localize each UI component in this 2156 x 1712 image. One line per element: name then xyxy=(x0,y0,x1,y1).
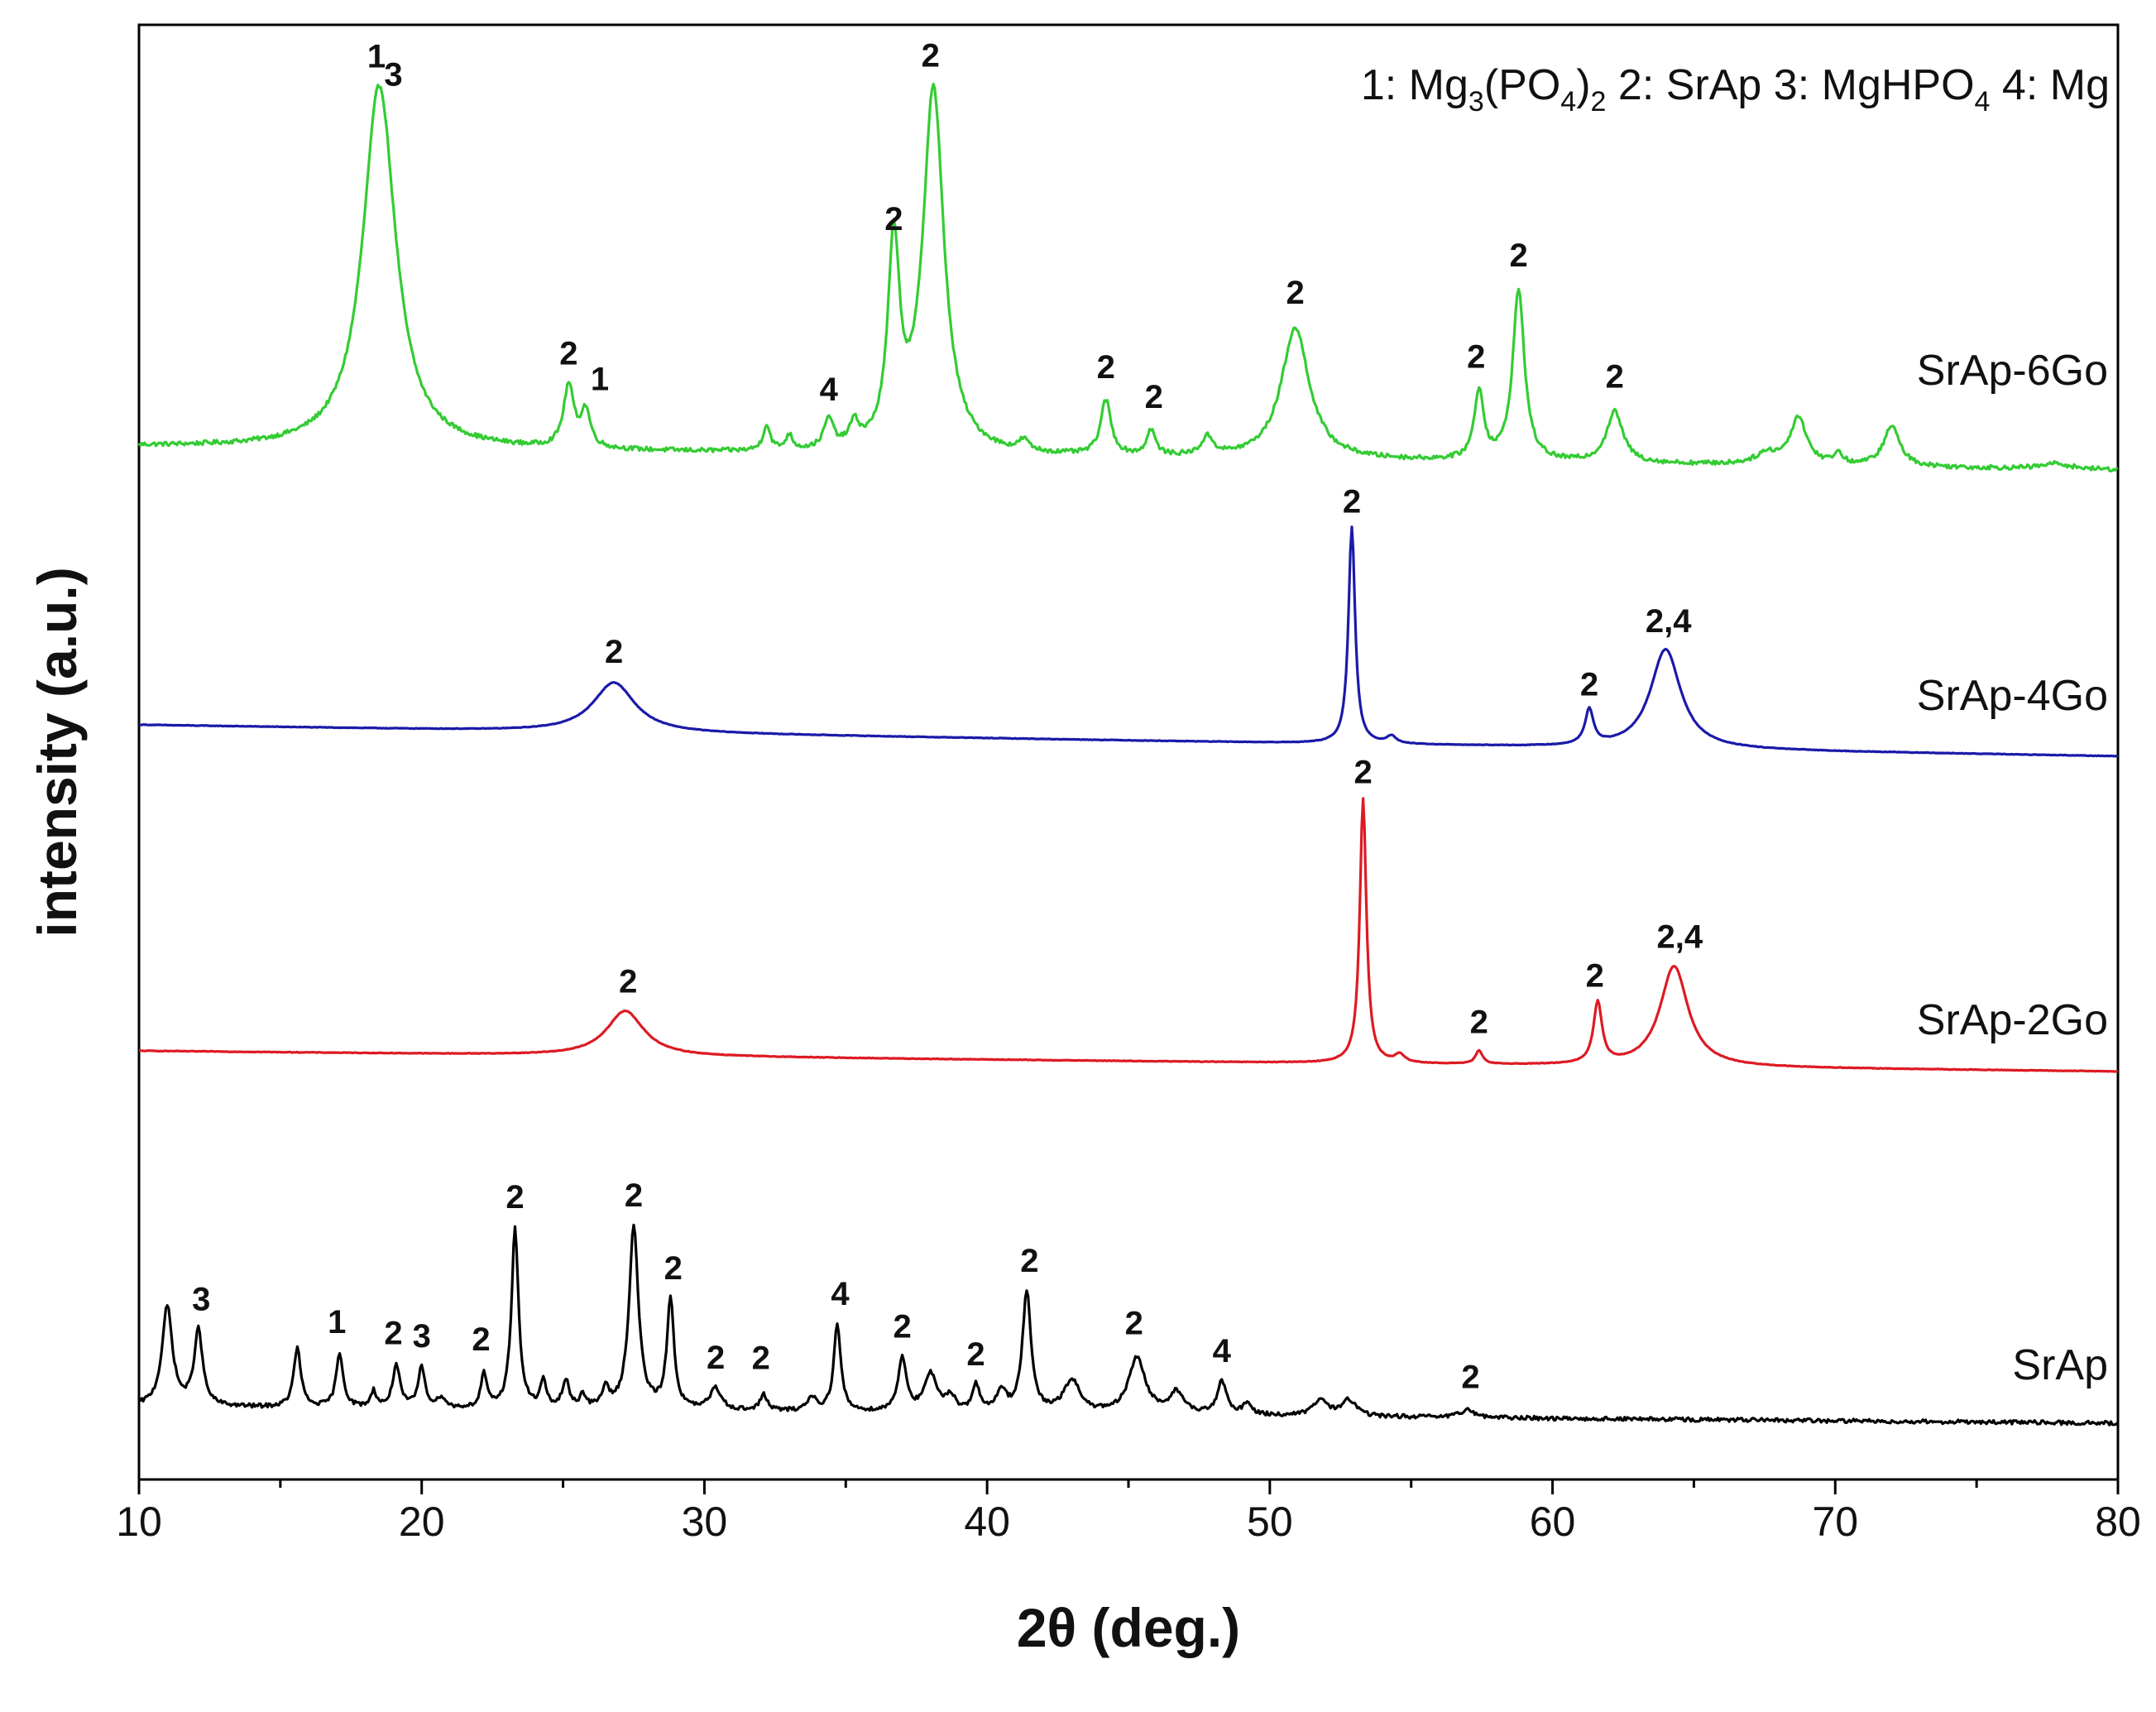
peak-label: 2 xyxy=(752,1340,770,1376)
peak-label: 2 xyxy=(505,1179,524,1216)
y-axis-title: intensity (a.u.) xyxy=(26,567,88,937)
legend-key-4: 4 xyxy=(2002,61,2026,109)
x-tick-label: 60 xyxy=(1530,1499,1576,1545)
series-name-srap-2go: SrAp-2Go xyxy=(1917,996,2108,1044)
peak-label: 2 xyxy=(1353,754,1372,790)
peak-label: 2,4 xyxy=(1656,919,1703,956)
legend-key-2: 2 xyxy=(1618,61,1642,109)
legend-key-1: 1 xyxy=(1361,61,1385,109)
peak-label: 2 xyxy=(1343,483,1361,520)
legend: 1: Mg3(PO4)2 2: SrAp 3: MgHPO4 4: Mg xyxy=(1361,61,2110,117)
peak-label: 2 xyxy=(384,1316,402,1352)
series-layer xyxy=(137,82,2120,1427)
series-line-srap-2go xyxy=(139,797,2119,1073)
series-line-srap-6go xyxy=(137,82,2119,472)
peak-label: 2 xyxy=(1097,349,1115,386)
peak-label: 4 xyxy=(831,1276,850,1312)
peak-label: 1 xyxy=(328,1304,346,1340)
x-axis: 10 20 30 40 50 60 70 80 xyxy=(116,1479,2141,1545)
peak-label: 1 xyxy=(367,38,386,74)
peak-label: 2 xyxy=(1606,359,1624,396)
series-name-srap: SrAp xyxy=(2012,1341,2108,1389)
peak-label: 4 xyxy=(1213,1333,1232,1369)
x-tick-label: 30 xyxy=(682,1499,728,1545)
peak-label: 2 xyxy=(1580,667,1598,703)
series-line-srap xyxy=(138,1223,2120,1427)
series-line-srap-4go xyxy=(138,525,2119,758)
peak-label: 2 xyxy=(559,336,577,372)
peak-label: 2 xyxy=(707,1340,725,1376)
series-name-srap-6go: SrAp-6Go xyxy=(1917,347,2108,395)
peak-label: 2 xyxy=(625,1177,643,1214)
peak-label: 2 xyxy=(664,1250,683,1287)
peak-label: 2 xyxy=(1509,237,1527,274)
peak-label: 1 xyxy=(591,362,609,398)
series-names: SrAp-6Go SrAp-4Go SrAp-2Go SrAp xyxy=(1917,347,2108,1389)
peak-label: 3 xyxy=(384,57,402,94)
x-tick-label: 80 xyxy=(2095,1499,2141,1545)
peak-label: 2 xyxy=(1470,1005,1488,1041)
peak-label: 2 xyxy=(893,1309,911,1345)
x-tick-label: 50 xyxy=(1247,1499,1293,1545)
peak-label: 2 xyxy=(1467,339,1485,376)
peak-label: 2 xyxy=(884,201,903,237)
x-tick-label: 40 xyxy=(964,1499,1010,1545)
peak-label: 2 xyxy=(1020,1243,1038,1279)
x-tick-label: 10 xyxy=(116,1499,162,1545)
x-tick-label: 20 xyxy=(399,1499,445,1545)
peak-label: 3 xyxy=(192,1282,210,1318)
peak-label: 2,4 xyxy=(1646,603,1692,640)
legend-key-3: 3 xyxy=(1774,61,1798,109)
peak-label: 2 xyxy=(1145,379,1163,415)
peak-label: 2 xyxy=(966,1336,985,1373)
peak-label: 3 xyxy=(413,1318,431,1355)
peak-label: 4 xyxy=(820,372,839,408)
series-name-srap-4go: SrAp-4Go xyxy=(1917,672,2108,720)
peak-label: 2 xyxy=(605,634,623,670)
plot-frame xyxy=(137,23,2120,1481)
x-axis-title: 2θ (deg.) xyxy=(1017,1597,1240,1658)
peak-label: 2 xyxy=(1586,957,1604,994)
peak-label: 2 xyxy=(922,37,940,74)
peak-label: 2 xyxy=(1286,275,1304,311)
peak-label: 2 xyxy=(1461,1360,1479,1396)
peak-label: 2 xyxy=(472,1321,490,1358)
x-tick-label: 70 xyxy=(1812,1499,1858,1545)
peak-label: 2 xyxy=(1125,1306,1143,1342)
peak-label: 2 xyxy=(619,963,637,1000)
